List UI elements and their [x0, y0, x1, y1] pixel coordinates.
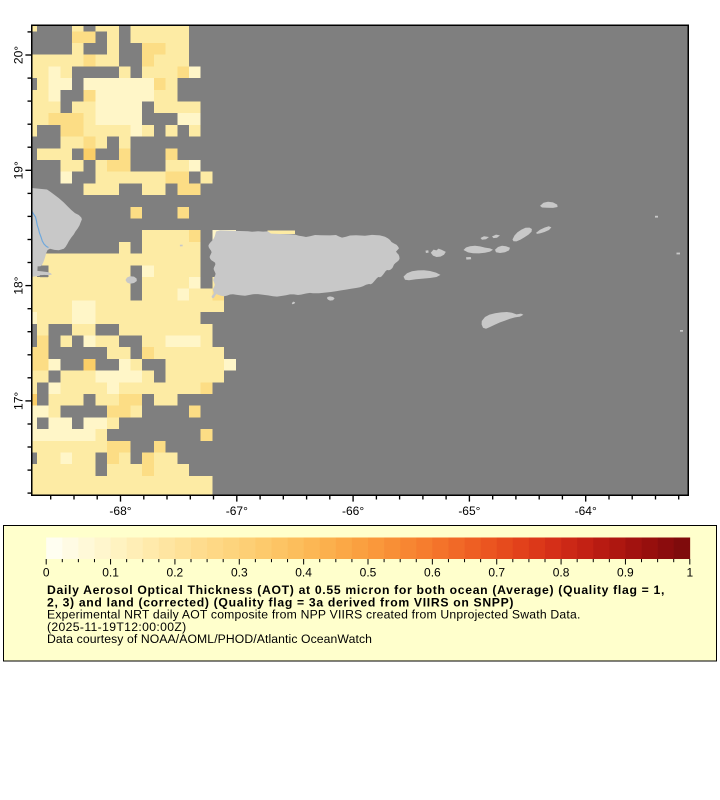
svg-text:0.9: 0.9 — [617, 566, 634, 580]
svg-text:-65°: -65° — [458, 504, 480, 518]
svg-text:Data courtesy of NOAA/AOML/PHO: Data courtesy of NOAA/AOML/PHOD/Atlantic… — [47, 632, 372, 646]
svg-text:-68°: -68° — [109, 504, 131, 518]
svg-text:0.4: 0.4 — [295, 566, 312, 580]
svg-text:1: 1 — [686, 566, 693, 580]
svg-text:-64°: -64° — [575, 504, 597, 518]
svg-text:Experimental NRT daily AOT com: Experimental NRT daily AOT composite fro… — [47, 608, 581, 622]
svg-text:0.2: 0.2 — [167, 566, 184, 580]
svg-text:Daily Aerosol Optical Thicknes: Daily Aerosol Optical Thickness (AOT) at… — [47, 583, 665, 597]
svg-text:20°: 20° — [12, 46, 26, 64]
svg-text:0: 0 — [43, 566, 50, 580]
svg-text:0.7: 0.7 — [488, 566, 505, 580]
svg-text:0.8: 0.8 — [553, 566, 570, 580]
svg-text:0.5: 0.5 — [360, 566, 377, 580]
svg-text:0.3: 0.3 — [231, 566, 248, 580]
svg-text:2, 3) and land (corrected) (Qu: 2, 3) and land (corrected) (Quality flag… — [47, 595, 514, 609]
svg-text:-66°: -66° — [342, 504, 364, 518]
svg-text:0.1: 0.1 — [102, 566, 119, 580]
svg-text:17°: 17° — [12, 392, 26, 410]
svg-text:-67°: -67° — [226, 504, 248, 518]
svg-text:18°: 18° — [12, 276, 26, 294]
svg-text:0.6: 0.6 — [424, 566, 441, 580]
svg-text:(2025-11-19T12:00:00Z): (2025-11-19T12:00:00Z) — [47, 620, 187, 634]
svg-text:19°: 19° — [12, 161, 26, 179]
